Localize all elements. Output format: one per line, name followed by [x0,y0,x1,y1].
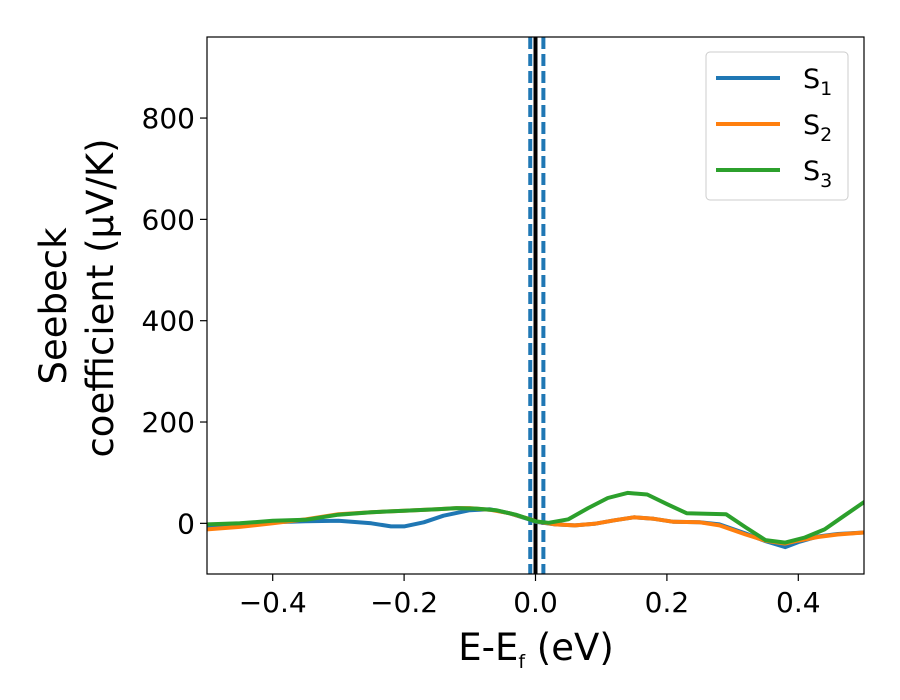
legend-label-s3: S3 [803,156,832,192]
y-axis-title-line1: Seebeck [32,227,75,385]
x-tick-label: −0.4 [239,586,307,619]
legend: S1 S2 S3 [705,51,849,201]
y-axis-title-line2: coefficient (μV/K) [79,138,122,457]
series-lines [207,490,864,550]
series-line-s3 [207,490,864,545]
vertical-reference-lines [528,37,546,574]
y-axis-title: Seebeck coefficient (μV/K) [32,138,122,457]
x-tick-label: −0.2 [370,586,438,619]
y-tick-label: 600 [142,203,195,236]
y-tick-label: 800 [142,102,195,135]
y-tick-label: 200 [142,406,195,439]
x-tick-label: 0.0 [513,586,558,619]
legend-label-s1: S1 [803,64,832,100]
x-axis-title: E-Ef (eV) [458,626,614,673]
y-tick-label: 400 [142,305,195,338]
x-tick-label: 0.4 [776,586,821,619]
y-axis-ticks: 0 200 400 600 800 [142,102,207,540]
y-tick-label: 0 [177,507,195,540]
legend-label-s2: S2 [803,110,832,146]
x-tick-label: 0.2 [645,586,690,619]
x-axis-ticks: −0.4 −0.2 0.0 0.2 0.4 [239,574,821,619]
